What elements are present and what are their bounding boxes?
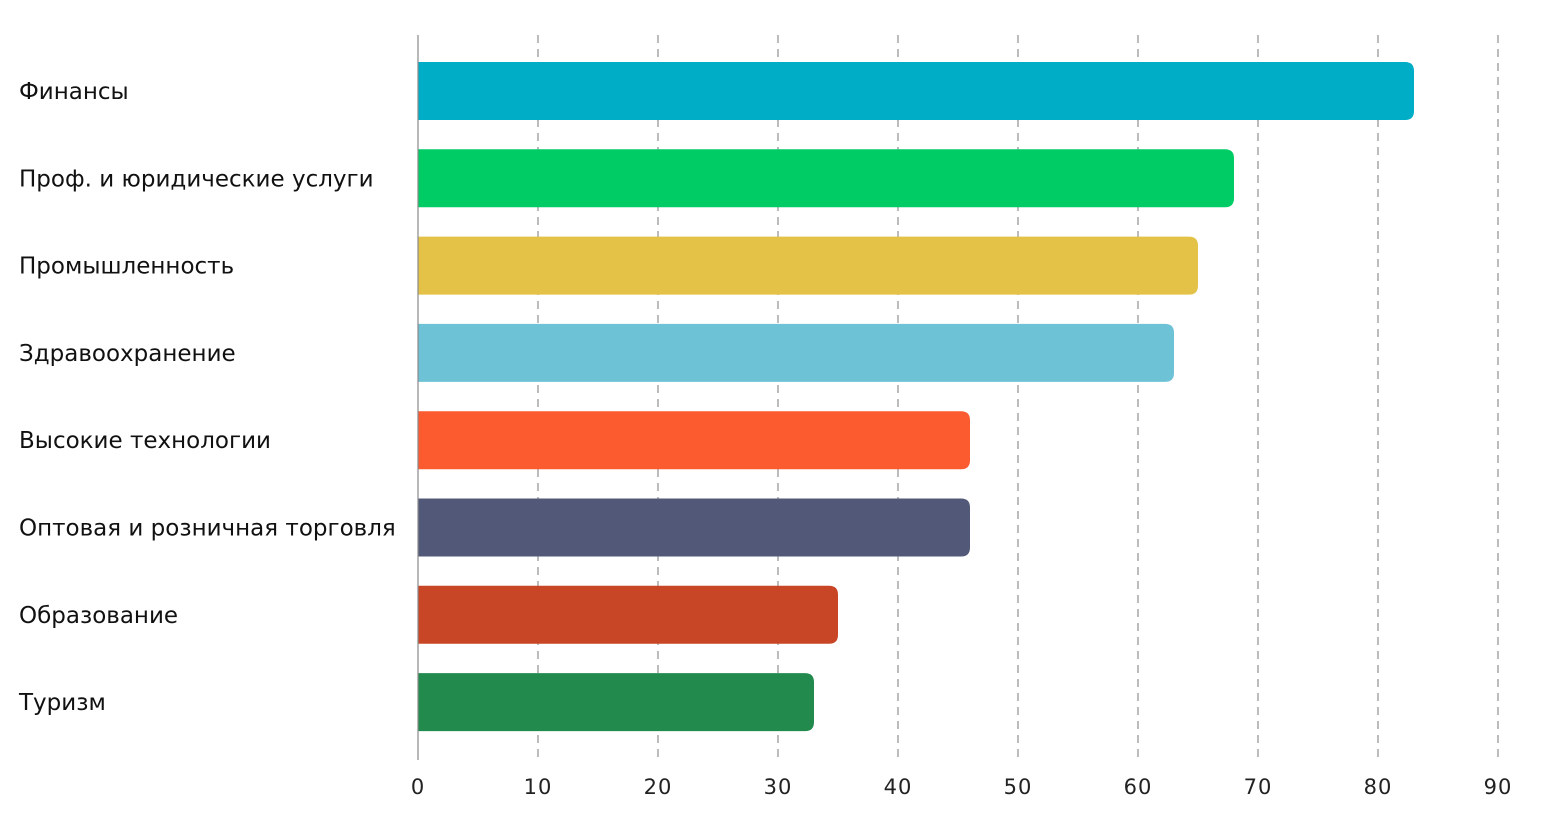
category-label-4: Здравоохранение — [19, 341, 236, 367]
bar-3 — [418, 236, 1198, 295]
category-label-7: Образование — [19, 603, 178, 629]
category-label-1: Финансы — [19, 79, 129, 105]
gridlines — [537, 35, 1499, 760]
category-labels: Финансы Проф. и юридические услуги Промышл… — [18, 79, 396, 716]
x-tick-label-20: 20 — [644, 775, 673, 799]
x-tick-label-90: 90 — [1484, 775, 1513, 799]
x-tick-label-30: 30 — [764, 775, 793, 799]
bar-2 — [418, 149, 1234, 208]
category-label-8: Туризм — [18, 690, 106, 716]
value-axis: 0 10 20 30 40 50 60 70 80 90 — [411, 35, 1513, 799]
category-label-2: Проф. и юридические услуги — [19, 166, 374, 192]
x-tick-label-80: 80 — [1364, 775, 1393, 799]
category-label-5: Высокие технологии — [19, 428, 271, 454]
bars — [418, 62, 1414, 732]
bar-4 — [418, 323, 1174, 382]
x-tick-label-70: 70 — [1244, 775, 1273, 799]
x-tick-label-50: 50 — [1004, 775, 1033, 799]
category-label-6: Оптовая и розничная торговля — [19, 516, 396, 542]
x-tick-label-0: 0 — [411, 775, 425, 799]
bar-1 — [418, 62, 1414, 120]
bar-7 — [418, 585, 838, 644]
x-tick-label-10: 10 — [524, 775, 553, 799]
bar-6 — [418, 498, 970, 557]
x-tick-label-60: 60 — [1124, 775, 1153, 799]
category-label-3: Промышленность — [19, 254, 234, 280]
bar-8 — [418, 673, 814, 732]
x-tick-label-40: 40 — [884, 775, 913, 799]
bar-5 — [418, 411, 970, 470]
